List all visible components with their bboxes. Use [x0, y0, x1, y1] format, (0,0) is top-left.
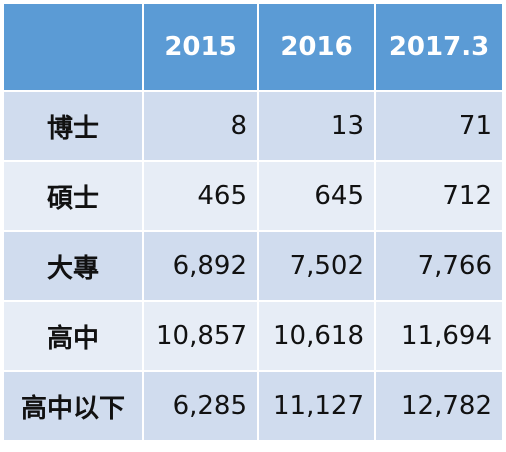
table-row: 大專 6,892 7,502 7,766 — [2, 230, 504, 302]
table-cell: 712 — [374, 160, 504, 232]
table-cell: 645 — [257, 160, 376, 232]
table-row: 碩士 465 645 712 — [2, 160, 504, 232]
column-header: 2015 — [142, 2, 259, 92]
header-row: 2015 2016 2017.3 — [2, 2, 504, 92]
table-cell: 11,694 — [374, 300, 504, 372]
table-cell: 6,892 — [142, 230, 259, 302]
table-row: 高中以下 6,285 11,127 12,782 — [2, 370, 504, 442]
table-cell: 7,766 — [374, 230, 504, 302]
table-cell: 6,285 — [142, 370, 259, 442]
table-cell: 13 — [257, 90, 376, 162]
table-cell: 465 — [142, 160, 259, 232]
table-cell: 7,502 — [257, 230, 376, 302]
column-header: 2016 — [257, 2, 376, 92]
table-cell: 11,127 — [257, 370, 376, 442]
data-table: 2015 2016 2017.3 博士 8 13 71 碩士 465 645 712 大專 6,892… — [2, 2, 504, 442]
row-header: 高中以下 — [2, 370, 144, 442]
table-cell: 10,857 — [142, 300, 259, 372]
table-cell: 10,618 — [257, 300, 376, 372]
table-cell: 8 — [142, 90, 259, 162]
table-body: 博士 8 13 71 碩士 465 645 712 大專 6,892 7,502 7,766 高中 10,… — [2, 90, 504, 442]
table-cell: 12,782 — [374, 370, 504, 442]
table-header: 2015 2016 2017.3 — [2, 2, 504, 92]
corner-cell — [2, 2, 144, 92]
row-header: 博士 — [2, 90, 144, 162]
row-header: 大專 — [2, 230, 144, 302]
column-header: 2017.3 — [374, 2, 504, 92]
table-cell: 71 — [374, 90, 504, 162]
table-row: 高中 10,857 10,618 11,694 — [2, 300, 504, 372]
row-header: 碩士 — [2, 160, 144, 232]
row-header: 高中 — [2, 300, 144, 372]
table-row: 博士 8 13 71 — [2, 90, 504, 162]
